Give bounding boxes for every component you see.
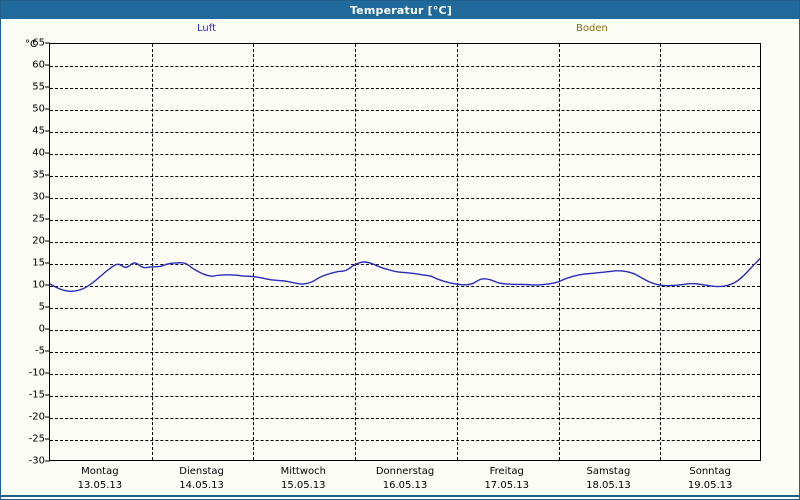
- x-axis-date: 13.05.13: [77, 480, 123, 491]
- page-title: Temperatur [°C]: [349, 3, 453, 17]
- window-bottom-rule: [1, 495, 799, 497]
- y-axis-tick-label: 10: [32, 279, 45, 291]
- y-axis-tick-label: -5: [35, 345, 45, 357]
- x-axis-day-label: Dienstag 14.05.13: [152, 465, 252, 493]
- y-axis-tick-label: -30: [28, 455, 45, 467]
- gridline-horizontal: [50, 440, 760, 441]
- gridline-horizontal: [50, 308, 760, 309]
- y-axis-tick-label: 35: [32, 169, 45, 181]
- y-axis-tick-mark: [45, 174, 50, 176]
- y-axis-tick-label: -25: [28, 433, 45, 445]
- x-axis-day-label: Mittwoch 15.05.13: [253, 465, 353, 493]
- y-axis-tick-mark: [45, 438, 50, 440]
- y-axis-tick-mark: [45, 460, 50, 462]
- y-axis-tick-mark: [45, 196, 50, 198]
- gridline-vertical: [558, 44, 560, 460]
- y-axis-tick-mark: [45, 86, 50, 88]
- legend-item-boden[interactable]: Boden: [576, 23, 608, 34]
- y-axis-tick-mark: [45, 240, 50, 242]
- y-axis-tick-label: 50: [32, 103, 45, 115]
- y-axis-tick-mark: [45, 108, 50, 110]
- y-axis-tick-mark: [45, 218, 50, 220]
- y-axis-tick-mark: [45, 372, 50, 374]
- gridline-horizontal: [50, 220, 760, 221]
- gridline-horizontal: [50, 242, 760, 243]
- x-axis-day-label: Samstag 18.05.13: [558, 465, 658, 493]
- x-axis-day-name: Donnerstag: [375, 466, 435, 477]
- y-axis-tick-label: 60: [32, 59, 45, 71]
- y-axis-tick-label: 65: [32, 37, 45, 49]
- gridline-horizontal: [50, 352, 760, 353]
- x-axis-date: 16.05.13: [382, 480, 428, 491]
- y-axis-tick-mark: [45, 328, 50, 330]
- y-axis-tick-mark: [45, 284, 50, 286]
- gridline-horizontal: [50, 418, 760, 419]
- gridline-horizontal: [50, 396, 760, 397]
- x-axis-day-label: Sonntag 19.05.13: [660, 465, 760, 493]
- gridline-horizontal: [50, 88, 760, 89]
- gridline-horizontal: [50, 286, 760, 287]
- gridline-horizontal: [50, 176, 760, 177]
- x-axis-date: 18.05.13: [586, 480, 631, 491]
- gridline-vertical: [660, 44, 662, 460]
- plot-frame: [49, 43, 761, 461]
- y-axis-tick-label: 15: [32, 257, 45, 269]
- y-axis-tick-label: -15: [28, 389, 45, 401]
- gridline-vertical: [151, 44, 153, 460]
- gridline-vertical: [355, 44, 357, 460]
- y-axis-unit-label: °C: [25, 39, 37, 50]
- gridline-horizontal: [50, 264, 760, 265]
- x-axis-day-name: Dienstag: [179, 466, 224, 477]
- x-axis-day-label: Donnerstag 16.05.13: [355, 465, 455, 493]
- y-axis-tick-mark: [45, 394, 50, 396]
- gridline-horizontal: [50, 330, 760, 331]
- series-line-luft: [50, 257, 760, 293]
- y-axis-tick-mark: [45, 130, 50, 132]
- gridline-horizontal: [50, 154, 760, 155]
- x-axis-date: 17.05.13: [484, 480, 529, 491]
- y-axis-tick-mark: [45, 64, 50, 66]
- gridline-horizontal: [50, 110, 760, 111]
- chart-legend: Luft Boden: [1, 20, 799, 40]
- gridline-horizontal: [50, 198, 760, 199]
- y-axis-tick-label: -20: [28, 411, 45, 423]
- y-axis-tick-label: 20: [32, 235, 45, 247]
- x-axis-date: 14.05.13: [179, 480, 224, 491]
- x-axis-day-label: Freitag 17.05.13: [457, 465, 557, 493]
- y-axis-tick-mark: [45, 262, 50, 264]
- x-axis-day-name: Freitag: [489, 466, 524, 477]
- x-axis-date: 15.05.13: [281, 480, 326, 491]
- x-axis-labels: Montag 13.05.13 Dienstag 14.05.13 Mittwoch 15…: [1, 465, 799, 499]
- gridline-vertical: [456, 44, 458, 460]
- gridline-horizontal: [50, 66, 760, 67]
- x-axis-day-name: Montag: [81, 466, 119, 477]
- gridline-horizontal: [50, 374, 760, 375]
- y-axis-tick-label: 0: [38, 323, 45, 335]
- y-axis-tick-mark: [45, 416, 50, 418]
- y-axis-tick-label: 45: [32, 125, 45, 137]
- y-axis-tick-mark: [45, 350, 50, 352]
- legend-item-luft[interactable]: Luft: [197, 23, 216, 34]
- window-title-bar: Temperatur [°C]: [1, 1, 799, 19]
- y-axis-tick-label: 5: [38, 301, 45, 313]
- y-axis-tick-label: 30: [32, 191, 45, 203]
- x-axis-day-label: Montag 13.05.13: [50, 465, 150, 493]
- y-axis-tick-mark: [45, 152, 50, 154]
- x-axis-day-name: Sonntag: [689, 466, 731, 477]
- x-axis-day-name: Mittwoch: [280, 466, 326, 477]
- y-axis-tick-mark: [45, 42, 50, 44]
- chart-plot-container: °C 65 60 55 50 45 40 35 30 25 20 15 10 5 0 -5 -10 -15 -20…: [1, 37, 799, 499]
- x-axis-day-name: Samstag: [586, 466, 631, 477]
- gridline-horizontal: [50, 132, 760, 133]
- y-axis-tick-label: 25: [32, 213, 45, 225]
- y-axis-tick-label: 55: [32, 81, 45, 93]
- series-lines: [50, 257, 760, 293]
- y-axis-tick-label: 40: [32, 147, 45, 159]
- x-axis-date: 19.05.13: [687, 480, 733, 491]
- y-axis-tick-mark: [45, 306, 50, 308]
- gridline-vertical: [253, 44, 255, 460]
- y-axis-tick-label: -10: [28, 367, 45, 379]
